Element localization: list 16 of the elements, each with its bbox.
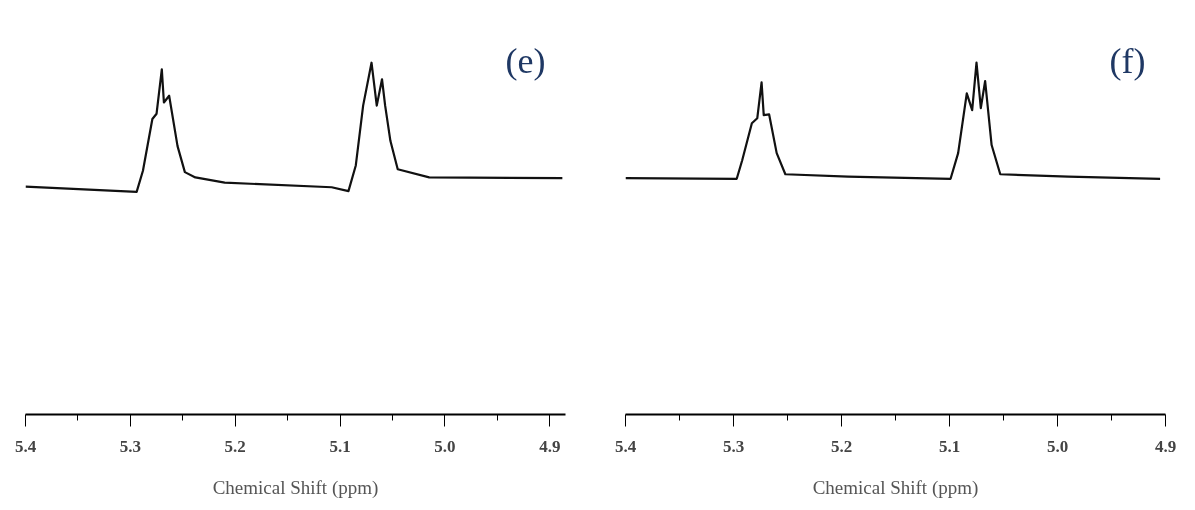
annotation: (e) [505,40,546,81]
x-tick-label: 5.1 [938,436,961,456]
x-tick-label: 4.9 [539,436,561,456]
x-tick-label: 5.2 [224,436,246,456]
x-axis-title: Chemical Shift (ppm) [812,476,979,499]
annotation: (f) [1109,40,1146,81]
x-tick-label: 5.4 [14,436,37,456]
x-axis-title: Chemical Shift (ppm) [212,476,379,499]
x-tick-label: 5.2 [830,436,853,456]
x-tick-label: 5.1 [329,436,351,456]
x-tick-label: 4.9 [1154,436,1177,456]
x-tick-label: 5.0 [1046,436,1069,456]
x-tick-label: 5.0 [434,436,456,456]
x-tick-label: 5.3 [722,436,745,456]
x-tick-label: 5.3 [119,436,141,456]
x-tick-label: 5.4 [614,436,637,456]
